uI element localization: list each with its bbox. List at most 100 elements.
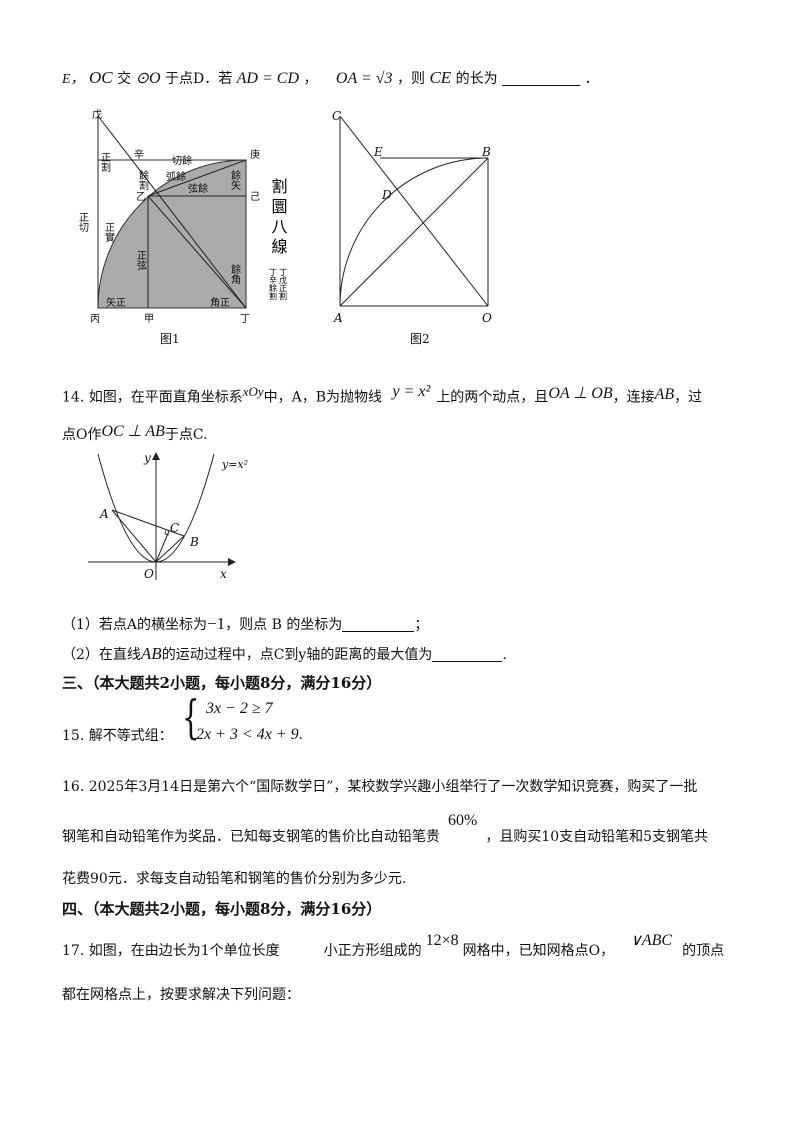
- q16-percent: 60%: [448, 812, 478, 829]
- fig1-label-jiao-zheng: 角正: [210, 297, 230, 309]
- fig2-label-b: B: [481, 145, 491, 159]
- q14-sub2-ab: AB: [140, 644, 162, 663]
- fig1-label-yu-jiao: 餘角: [229, 263, 241, 285]
- q14-line-1: 14. 如图，在平面直角坐标系xOy中，A，B为抛物线 y = x² 上的两个动点…: [62, 382, 703, 407]
- q14-sub2-blank: [432, 647, 503, 662]
- q17-text-3: 网格中，已知网格点O，: [462, 943, 615, 959]
- fig1-label-geng: 庚: [250, 148, 260, 161]
- q13-text-2: 交: [117, 71, 132, 87]
- fig1-label-xin: 辛: [134, 148, 144, 161]
- q14-label-b: B: [189, 535, 199, 549]
- fig1-side-title: 割圜八線: [269, 178, 288, 258]
- q13-ce: CE: [429, 68, 452, 87]
- fig2-label-o: O: [482, 311, 492, 325]
- q13-text-6: 的长为: [455, 71, 498, 87]
- q14-graph: y x O A B C y=x²: [88, 451, 248, 581]
- fig1-label-zheng-xian: 正弦: [135, 250, 147, 271]
- fig1-label-qie-yu: 切餘: [172, 154, 192, 167]
- q15-label: 15. 解不等式组：: [62, 728, 173, 744]
- q14-sub2-text-3: .: [502, 647, 507, 663]
- q14-xoy: xOy: [242, 384, 264, 399]
- figure-2: C E B D A O: [332, 109, 492, 325]
- q13-oc: OC: [89, 68, 113, 87]
- q17-text-2: 小正方形组成的: [323, 943, 422, 959]
- fig1-label-jia: 甲: [144, 314, 154, 325]
- q15-inequality-1: 3x − 2 ≥ 7: [206, 700, 273, 717]
- q14-label-curve: y=x²: [221, 458, 248, 471]
- fig1-radius: [147, 195, 247, 309]
- q14-x-arrow: [228, 558, 236, 566]
- q14-right-angle: [164, 529, 170, 536]
- q14-sub1-text-3: ；: [414, 617, 429, 633]
- q14-label-o: O: [144, 567, 154, 581]
- q13-circle-o: ⊙O: [135, 70, 161, 87]
- section-4-heading: 四、（本大题共2小题，每小题8分，满分16分）: [62, 900, 382, 918]
- q16-text-2b: ，且购买10支自动铅笔和5支钢笔共: [485, 829, 709, 845]
- q17-line-2: 都在网格点上，按要求解决下列问题：: [62, 987, 300, 1003]
- q16-line-1: 16. 2025年3月14日是第六个“国际数学日”，某校数学兴趣小组举行了一次数…: [62, 779, 698, 795]
- q14-perp: OA ⊥ OB: [548, 384, 613, 402]
- q14-text-7: 于点C.: [164, 427, 208, 443]
- figure-1: 戊 庚 己 乙 丙 甲 丁 辛 正割 切餘 餘割 弧餘 弦餘 餘矢 正切 正實 …: [77, 109, 288, 325]
- q13-text-1: E，: [62, 72, 85, 87]
- q16-line-3: 花费90元．求每支自动铅笔和钢笔的售价分别为多少元.: [62, 871, 407, 887]
- q15-inequality-2: 2x + 3 < 4x + 9.: [196, 726, 303, 744]
- fig2-line-ab-diagonal: [339, 157, 489, 307]
- q17-grid-size: 12×8: [425, 932, 459, 949]
- q17-line-1: 17. 如图，在由边长为1个单位长度 小正方形组成的12×8网格中，已知网格点O，…: [62, 932, 725, 960]
- fig1-secant: [97, 115, 247, 309]
- fig1-side-note-left: 丁辛餘割: [269, 268, 278, 301]
- fig2-caption: 图2: [410, 332, 430, 346]
- q13-tail-line: E， OC 交 ⊙O 于点D．若 AD = CD ， OA = √3 ，则 CE…: [62, 68, 599, 88]
- q14-oc-ab: OC ⊥ AB: [101, 423, 165, 440]
- q14-text-5: ，过: [674, 389, 703, 406]
- q14-sub-2: （2）在直线AB的运动过程中，点C到y轴的距离的最大值为.: [62, 644, 507, 664]
- q17-triangle: ∨ABC: [630, 932, 673, 949]
- fig1-label-ding: 丁: [240, 314, 250, 325]
- fig1-label-zheng-ge: 正割: [99, 152, 111, 173]
- q14-sub1-text-1: （1）若点A的横坐标为: [62, 617, 208, 633]
- q14-sub-1: （1）若点A的横坐标为−1，则点 B 的坐标为 ；: [62, 614, 428, 634]
- q14-seg-oc: [155, 530, 170, 563]
- section-3-heading: 三、（本大题共2小题，每小题8分，满分16分）: [62, 674, 382, 692]
- fig1-label-shi-zheng: 矢正: [106, 296, 126, 309]
- q16-line-2: 钢笔和自动铅笔作为奖品．已知每支钢笔的售价比自动铅笔贵 60% ，且购买10支自动铅…: [62, 812, 709, 846]
- q14-parabola: y = x²: [392, 382, 431, 400]
- q17-text-4: 的顶点: [682, 943, 725, 959]
- q13-text-7: ．: [584, 71, 599, 87]
- q14-seg-ab: [111, 509, 185, 537]
- q14-seg-oa: [111, 509, 157, 563]
- fig1-tangent: [147, 159, 247, 197]
- q14-ab: AB: [654, 385, 675, 403]
- fig1-label-yu-ge: 餘割: [137, 169, 149, 191]
- q14-label-a: A: [99, 507, 109, 521]
- q14-sub2-text-1: （2）在直线: [62, 647, 141, 663]
- fig2-label-e: E: [373, 145, 383, 159]
- q14-text-4: ，连接: [612, 389, 655, 406]
- q15-system-brace: {: [182, 690, 200, 744]
- q13-text-4: ，: [303, 71, 318, 87]
- fig2-label-c: C: [332, 109, 341, 123]
- fig1-side-note-right: 丁戊正割: [279, 268, 288, 301]
- q14-y-arrow: [152, 452, 160, 460]
- fig2-label-a: A: [333, 311, 343, 325]
- q17-text-1: 17. 如图，在由边长为1个单位长度: [62, 943, 280, 959]
- q14-sub1-value: −1: [207, 614, 226, 633]
- fig1-label-zheng-shi: 正實: [103, 222, 115, 243]
- q15-inequality-2-text: 2x + 3 < 4x + 9: [196, 726, 299, 743]
- fig1-label-ji: 己: [250, 192, 260, 203]
- q13-text-3: 于点D．若: [164, 71, 233, 87]
- q14-sub1-text-2: ，则点 B 的坐标为: [225, 617, 343, 633]
- q14-text-6: 点O作: [62, 427, 102, 443]
- fig1-label-yi: 乙: [136, 191, 146, 203]
- q14-line-2: 点O作OC ⊥ AB于点C.: [62, 423, 208, 444]
- q13-text-5: ，则: [397, 71, 425, 87]
- fig1-label-hu-yu: 弧餘: [166, 170, 186, 183]
- q14-text-1: 14. 如图，在平面直角坐标系: [62, 389, 243, 406]
- fig1-caption: 图1: [160, 332, 180, 346]
- q13-answer-blank: [502, 71, 581, 86]
- q13-oa: OA = √3: [335, 70, 393, 87]
- q14-sub1-blank: [342, 617, 415, 632]
- q14-label-y: y: [143, 451, 151, 465]
- fig2-arc-ab: [339, 157, 489, 307]
